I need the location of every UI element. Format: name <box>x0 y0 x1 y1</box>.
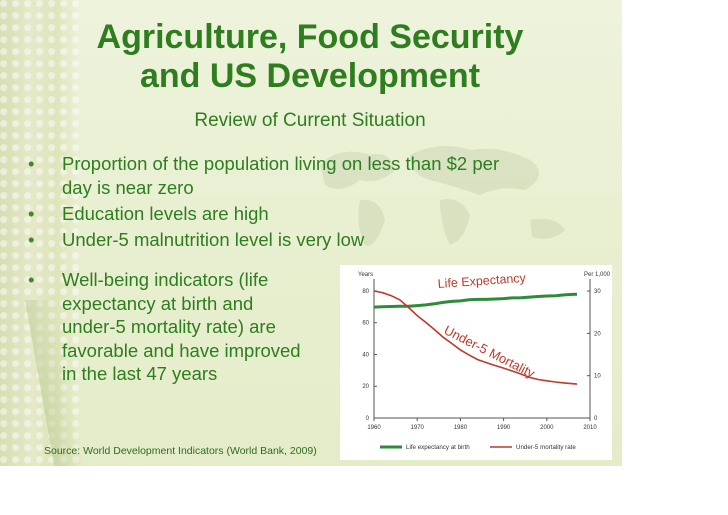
x-tick-label: 2000 <box>540 425 554 431</box>
bullet-line: favorable and have improved <box>62 339 301 361</box>
title-line-2: and US Development <box>139 57 481 95</box>
bullet-line: under-5 mortality rate) are <box>62 316 276 337</box>
bullet-item: • Proportion of the population living on … <box>28 152 573 200</box>
left-tick-label: 40 <box>362 352 369 358</box>
left-tick-label: 0 <box>366 416 370 422</box>
chart-svg: Years Per 1,000 0 20 40 60 80 0 10 20 30 1960 1970 19… <box>358 271 611 451</box>
right-tick-label: 20 <box>594 331 601 337</box>
slide-title: Agriculture, Food Security and US Develo… <box>60 18 560 96</box>
life-expectancy-line <box>373 292 578 309</box>
annotation-life-expectancy: Life Expectancy <box>437 271 527 291</box>
left-axis-label: Years <box>358 272 373 278</box>
bullet-line: expectancy at birth and <box>62 292 254 314</box>
bullet-dot-icon: • <box>28 269 35 290</box>
slide-subtitle: Review of Current Situation <box>194 110 426 131</box>
title-line-1: Agriculture, Food Security <box>96 18 524 56</box>
annotation-under5-mortality: Under-5 Mortality <box>442 322 538 381</box>
right-axis-label: Per 1,000 <box>584 272 611 278</box>
bullet-list: • Proportion of the population living on … <box>28 152 573 254</box>
left-tick-label: 60 <box>362 321 369 327</box>
bullet-line: day is near zero <box>62 177 194 198</box>
right-tick-label: 0 <box>594 416 598 422</box>
x-tick-label: 2010 <box>583 425 597 431</box>
bullet-list-wellbeing: • Well-being indicators (life expectancy… <box>28 268 358 386</box>
x-tick-label: 1970 <box>411 425 425 431</box>
left-tick-label: 80 <box>362 289 369 295</box>
slide: Agriculture, Food Security and US Develo… <box>0 0 622 466</box>
well-being-chart: Years Per 1,000 0 20 40 60 80 0 10 20 30 1960 1970 19… <box>340 265 612 460</box>
bullet-line: Well-being indicators (life <box>62 269 269 290</box>
source-citation: Source: World Development Indicators (Wo… <box>44 445 317 457</box>
bullet-dot-icon: • <box>28 229 35 250</box>
under5-mortality-line <box>373 290 578 385</box>
bullet-item: • Under-5 malnutrition level is very low <box>28 228 573 252</box>
bullet-dot-icon: • <box>28 203 35 224</box>
x-tick-label: 1960 <box>367 425 381 431</box>
bullet-line: in the last 47 years <box>62 363 218 384</box>
bullet-item: • Well-being indicators (life expectancy… <box>28 268 358 386</box>
x-tick-label: 1980 <box>454 425 468 431</box>
world-map-watermark <box>320 146 565 246</box>
bullet-line: Proportion of the population living on l… <box>62 153 500 174</box>
left-tick-label: 20 <box>362 384 369 390</box>
bullet-text: Education levels are high <box>62 203 269 224</box>
legend-entry: Life expectancy at birth <box>406 444 470 451</box>
bullet-item: • Education levels are high <box>28 202 573 226</box>
right-tick-label: 30 <box>594 289 601 295</box>
bullet-dot-icon: • <box>28 153 35 174</box>
right-tick-label: 10 <box>594 374 601 380</box>
bullet-text: Under-5 malnutrition level is very low <box>62 229 365 250</box>
legend-entry: Under-5 mortality rate <box>516 444 576 451</box>
x-tick-label: 1990 <box>497 425 511 431</box>
